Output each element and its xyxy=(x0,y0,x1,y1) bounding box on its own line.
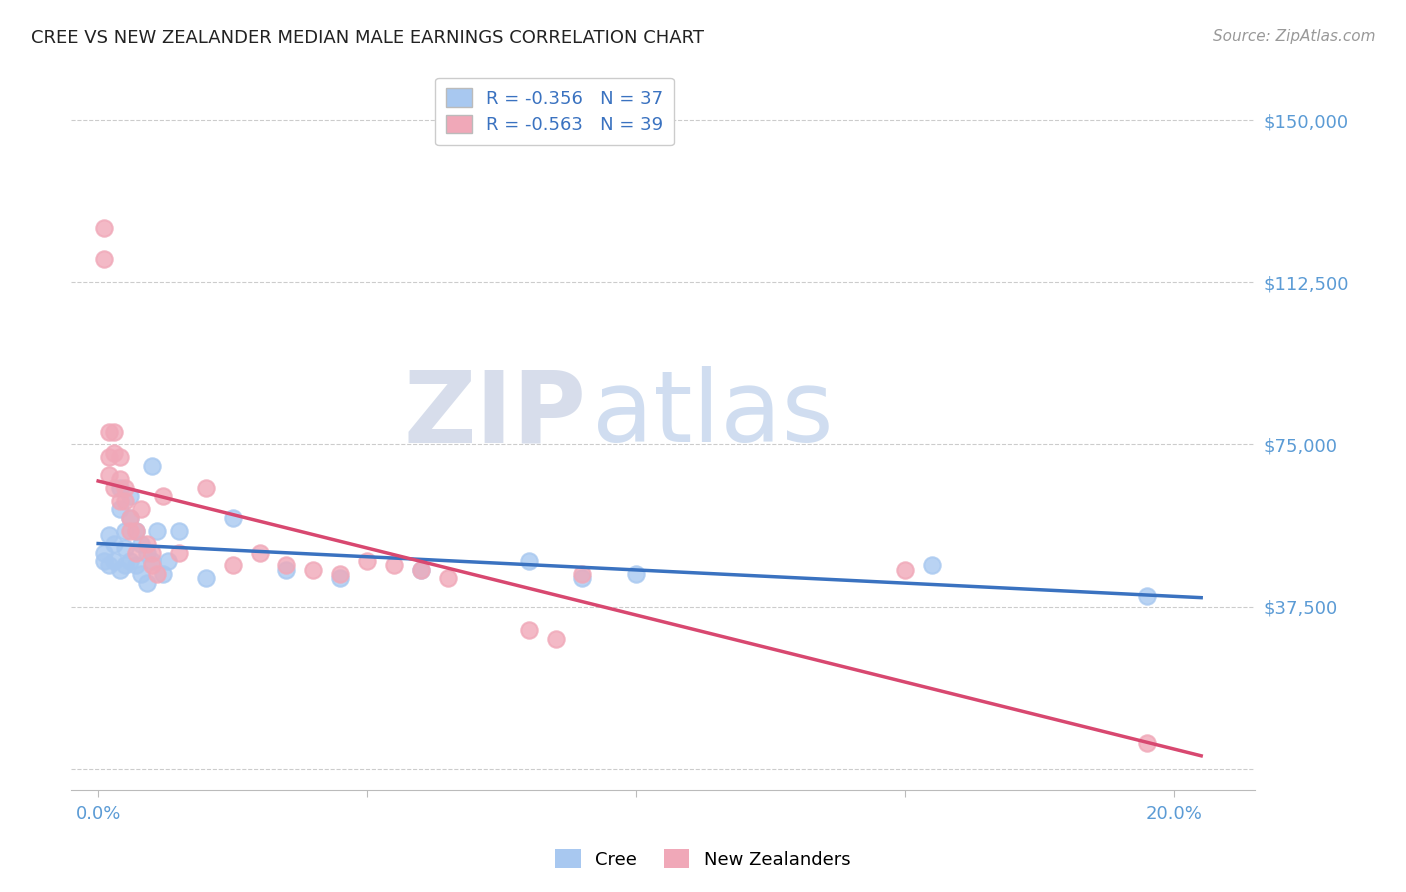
Point xyxy=(103,446,125,460)
Point xyxy=(276,563,298,577)
Point xyxy=(437,571,460,585)
Point xyxy=(135,545,157,559)
Point xyxy=(624,567,647,582)
Point xyxy=(103,481,125,495)
Point xyxy=(108,493,131,508)
Point xyxy=(249,545,271,559)
Text: atlas: atlas xyxy=(592,367,834,464)
Point xyxy=(409,563,432,577)
Point xyxy=(221,558,243,573)
Point xyxy=(114,481,136,495)
Point xyxy=(97,558,120,573)
Point xyxy=(135,575,157,590)
Point xyxy=(517,554,540,568)
Point xyxy=(125,545,148,559)
Point xyxy=(382,558,405,573)
Point xyxy=(571,567,593,582)
Point xyxy=(103,425,125,439)
Point xyxy=(108,472,131,486)
Point xyxy=(93,545,115,559)
Point xyxy=(141,545,163,559)
Point xyxy=(114,558,136,573)
Point xyxy=(108,481,131,495)
Point xyxy=(194,571,217,585)
Point xyxy=(129,502,152,516)
Point xyxy=(120,511,142,525)
Point xyxy=(329,571,352,585)
Point xyxy=(97,528,120,542)
Point xyxy=(103,554,125,568)
Point xyxy=(114,541,136,556)
Point xyxy=(146,524,169,538)
Point xyxy=(97,467,120,482)
Point xyxy=(120,489,142,503)
Point xyxy=(114,493,136,508)
Point xyxy=(517,624,540,638)
Point xyxy=(157,554,180,568)
Point xyxy=(108,502,131,516)
Point xyxy=(356,554,378,568)
Point xyxy=(1136,736,1159,750)
Point xyxy=(120,511,142,525)
Point xyxy=(167,545,190,559)
Point xyxy=(108,450,131,465)
Point xyxy=(97,425,120,439)
Point xyxy=(125,524,148,538)
Point xyxy=(221,511,243,525)
Point xyxy=(93,554,115,568)
Legend: Cree, New Zealanders: Cree, New Zealanders xyxy=(548,842,858,876)
Point xyxy=(894,563,917,577)
Point xyxy=(329,567,352,582)
Text: Source: ZipAtlas.com: Source: ZipAtlas.com xyxy=(1212,29,1375,44)
Point xyxy=(571,571,593,585)
Point xyxy=(129,537,152,551)
Point xyxy=(146,567,169,582)
Point xyxy=(141,459,163,474)
Point xyxy=(125,524,148,538)
Point xyxy=(167,524,190,538)
Point xyxy=(129,567,152,582)
Text: CREE VS NEW ZEALANDER MEDIAN MALE EARNINGS CORRELATION CHART: CREE VS NEW ZEALANDER MEDIAN MALE EARNIN… xyxy=(31,29,704,46)
Point xyxy=(302,563,325,577)
Point xyxy=(135,537,157,551)
Point xyxy=(141,558,163,573)
Point xyxy=(409,563,432,577)
Point xyxy=(93,252,115,266)
Point xyxy=(276,558,298,573)
Point xyxy=(125,558,148,573)
Point xyxy=(921,558,943,573)
Point xyxy=(194,481,217,495)
Text: ZIP: ZIP xyxy=(404,367,586,464)
Point xyxy=(141,554,163,568)
Legend: R = -0.356   N = 37, R = -0.563   N = 39: R = -0.356 N = 37, R = -0.563 N = 39 xyxy=(436,78,673,145)
Point xyxy=(120,524,142,538)
Point xyxy=(544,632,567,646)
Point xyxy=(1136,589,1159,603)
Point xyxy=(103,537,125,551)
Point xyxy=(120,554,142,568)
Point xyxy=(93,221,115,235)
Point xyxy=(152,567,174,582)
Point xyxy=(108,563,131,577)
Point xyxy=(97,450,120,465)
Point xyxy=(152,489,174,503)
Point xyxy=(114,524,136,538)
